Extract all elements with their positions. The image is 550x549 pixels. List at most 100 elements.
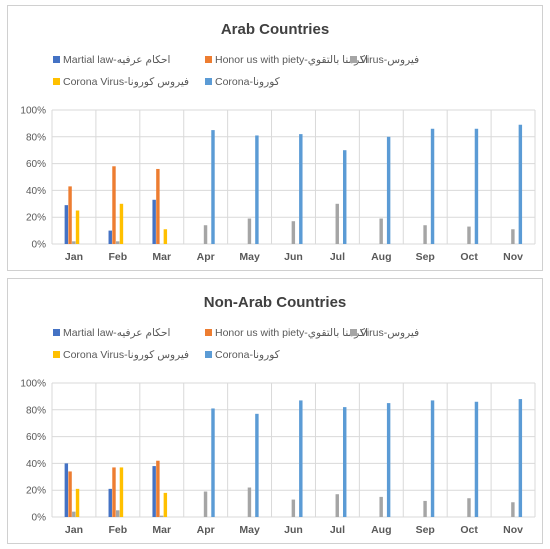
bar — [430, 400, 435, 517]
x-tick-label: May — [239, 524, 260, 536]
legend-label: Martial law-احكام عرفيه — [63, 54, 170, 66]
y-tick-label: 80% — [26, 132, 46, 143]
bar — [423, 500, 427, 517]
y-tick-label: 60% — [26, 159, 46, 170]
legend-label: Martial law-احكام عرفيه — [63, 327, 170, 339]
legend-swatch — [205, 56, 212, 63]
bar — [467, 498, 471, 517]
chart-title: Non-Arab Countries — [204, 294, 347, 311]
bar — [72, 511, 76, 517]
chart-panel-non-arab: Non-Arab Countries Martial law-احكام عرفي… — [7, 278, 543, 544]
y-tick-label: 20% — [26, 486, 46, 497]
bar — [379, 218, 383, 244]
bar — [163, 229, 168, 244]
x-tick-label: May — [239, 251, 260, 263]
legend-swatch — [205, 78, 212, 85]
x-tick-label: Feb — [109, 524, 128, 536]
bar — [511, 502, 515, 517]
bar — [255, 135, 259, 244]
chart-svg: Non-Arab Countries Martial law-احكام عرفي… — [20, 294, 536, 536]
y-tick-label: 20% — [26, 213, 46, 224]
y-tick-label: 40% — [26, 186, 46, 197]
bar — [203, 225, 208, 244]
bar — [75, 488, 80, 517]
legend-swatch — [53, 78, 60, 85]
chart-svg: Arab Countries Martial law-احكام عرفيه Hon… — [20, 21, 536, 263]
bar — [247, 487, 252, 517]
y-tick-label: 40% — [26, 459, 46, 470]
chart-panel-arab: Arab Countries Martial law-احكام عرفيه Hon… — [7, 5, 543, 271]
bar — [64, 205, 69, 244]
bar — [119, 203, 124, 244]
bar — [386, 403, 391, 517]
legend-label: Corona Virus-فيروس كورونا — [63, 349, 189, 361]
chart-title: Arab Countries — [221, 21, 329, 38]
bar — [112, 166, 116, 244]
bar — [64, 463, 69, 517]
x-tick-label: Jul — [330, 524, 345, 536]
x-tick-label: Aug — [371, 251, 391, 263]
legend-label: Corona-كورونا — [215, 76, 281, 88]
legend-label: Virus-فيروس — [360, 327, 419, 339]
bar — [72, 241, 76, 244]
bar — [474, 128, 479, 244]
bar — [211, 408, 215, 517]
x-tick-label: Jan — [65, 524, 83, 536]
bar — [299, 400, 303, 517]
bar — [291, 499, 296, 517]
bar — [115, 241, 120, 244]
bar — [211, 130, 215, 244]
bar — [247, 218, 252, 244]
bar — [291, 221, 296, 244]
legend-swatch — [350, 56, 357, 63]
bar — [511, 229, 515, 244]
x-tick-label: Nov — [503, 251, 523, 263]
y-tick-label: 100% — [20, 106, 46, 117]
y-tick-label: 0% — [32, 240, 47, 251]
legend-label: Corona Virus-فيروس كورونا — [63, 76, 189, 88]
bar — [430, 128, 435, 244]
x-tick-label: Apr — [197, 524, 215, 536]
y-tick-label: 0% — [32, 513, 47, 524]
bar — [518, 399, 523, 517]
x-tick-label: Sep — [416, 251, 435, 263]
x-tick-label: Oct — [460, 524, 478, 536]
x-tick-label: Sep — [416, 524, 435, 536]
legend-swatch — [53, 351, 60, 358]
x-tick-label: Jun — [284, 524, 303, 536]
bar — [68, 186, 72, 244]
bar — [255, 413, 259, 517]
x-tick-label: Jan — [65, 251, 83, 263]
bar — [112, 467, 116, 517]
y-tick-label: 80% — [26, 405, 46, 416]
legend-swatch — [205, 329, 212, 336]
bar — [518, 124, 523, 244]
legend-label: Corona-كورونا — [215, 349, 281, 361]
bar — [203, 491, 208, 517]
legend-label: Honor us with piety-اكرمنا بالتقوي — [215, 54, 368, 66]
x-tick-label: Apr — [197, 251, 215, 263]
bar — [335, 494, 339, 517]
bar — [75, 210, 80, 244]
bar — [108, 488, 112, 517]
bar — [343, 150, 347, 244]
bar — [474, 401, 479, 517]
bar — [423, 225, 427, 244]
bar — [115, 510, 120, 517]
bar — [335, 203, 339, 244]
bar — [108, 230, 112, 244]
legend-label: Honor us with piety-اكرمنا بالتقوي — [215, 327, 368, 339]
x-tick-label: Aug — [371, 524, 391, 536]
legend-swatch — [205, 351, 212, 358]
legend-swatch — [53, 56, 60, 63]
x-tick-label: Oct — [460, 251, 478, 263]
x-tick-label: Jun — [284, 251, 303, 263]
legend-swatch — [53, 329, 60, 336]
bar — [152, 466, 156, 517]
x-tick-label: Mar — [152, 524, 171, 536]
y-tick-label: 60% — [26, 432, 46, 443]
bar — [299, 134, 303, 244]
bar — [379, 496, 383, 517]
y-tick-label: 100% — [20, 379, 46, 390]
x-tick-label: Mar — [152, 251, 171, 263]
